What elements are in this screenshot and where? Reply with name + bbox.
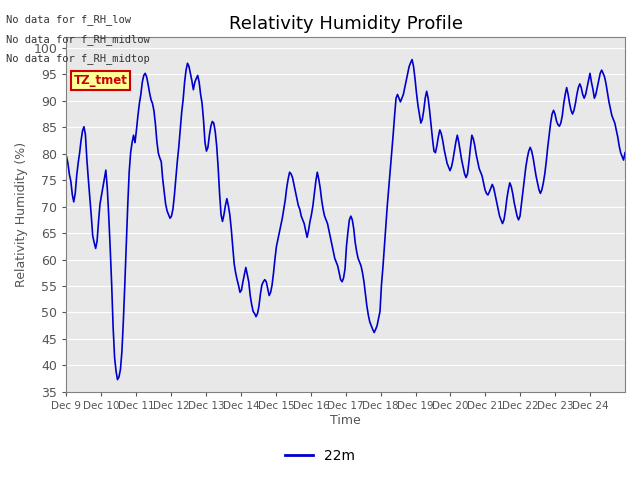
Text: No data for f_RH_midtop: No data for f_RH_midtop: [6, 53, 150, 64]
Y-axis label: Relativity Humidity (%): Relativity Humidity (%): [15, 142, 28, 287]
Title: Relativity Humidity Profile: Relativity Humidity Profile: [228, 15, 463, 33]
Text: No data for f_RH_midlow: No data for f_RH_midlow: [6, 34, 150, 45]
Text: No data for f_RH_low: No data for f_RH_low: [6, 14, 131, 25]
Legend: 22m: 22m: [280, 443, 360, 468]
X-axis label: Time: Time: [330, 414, 361, 427]
Text: TZ_tmet: TZ_tmet: [74, 74, 127, 87]
